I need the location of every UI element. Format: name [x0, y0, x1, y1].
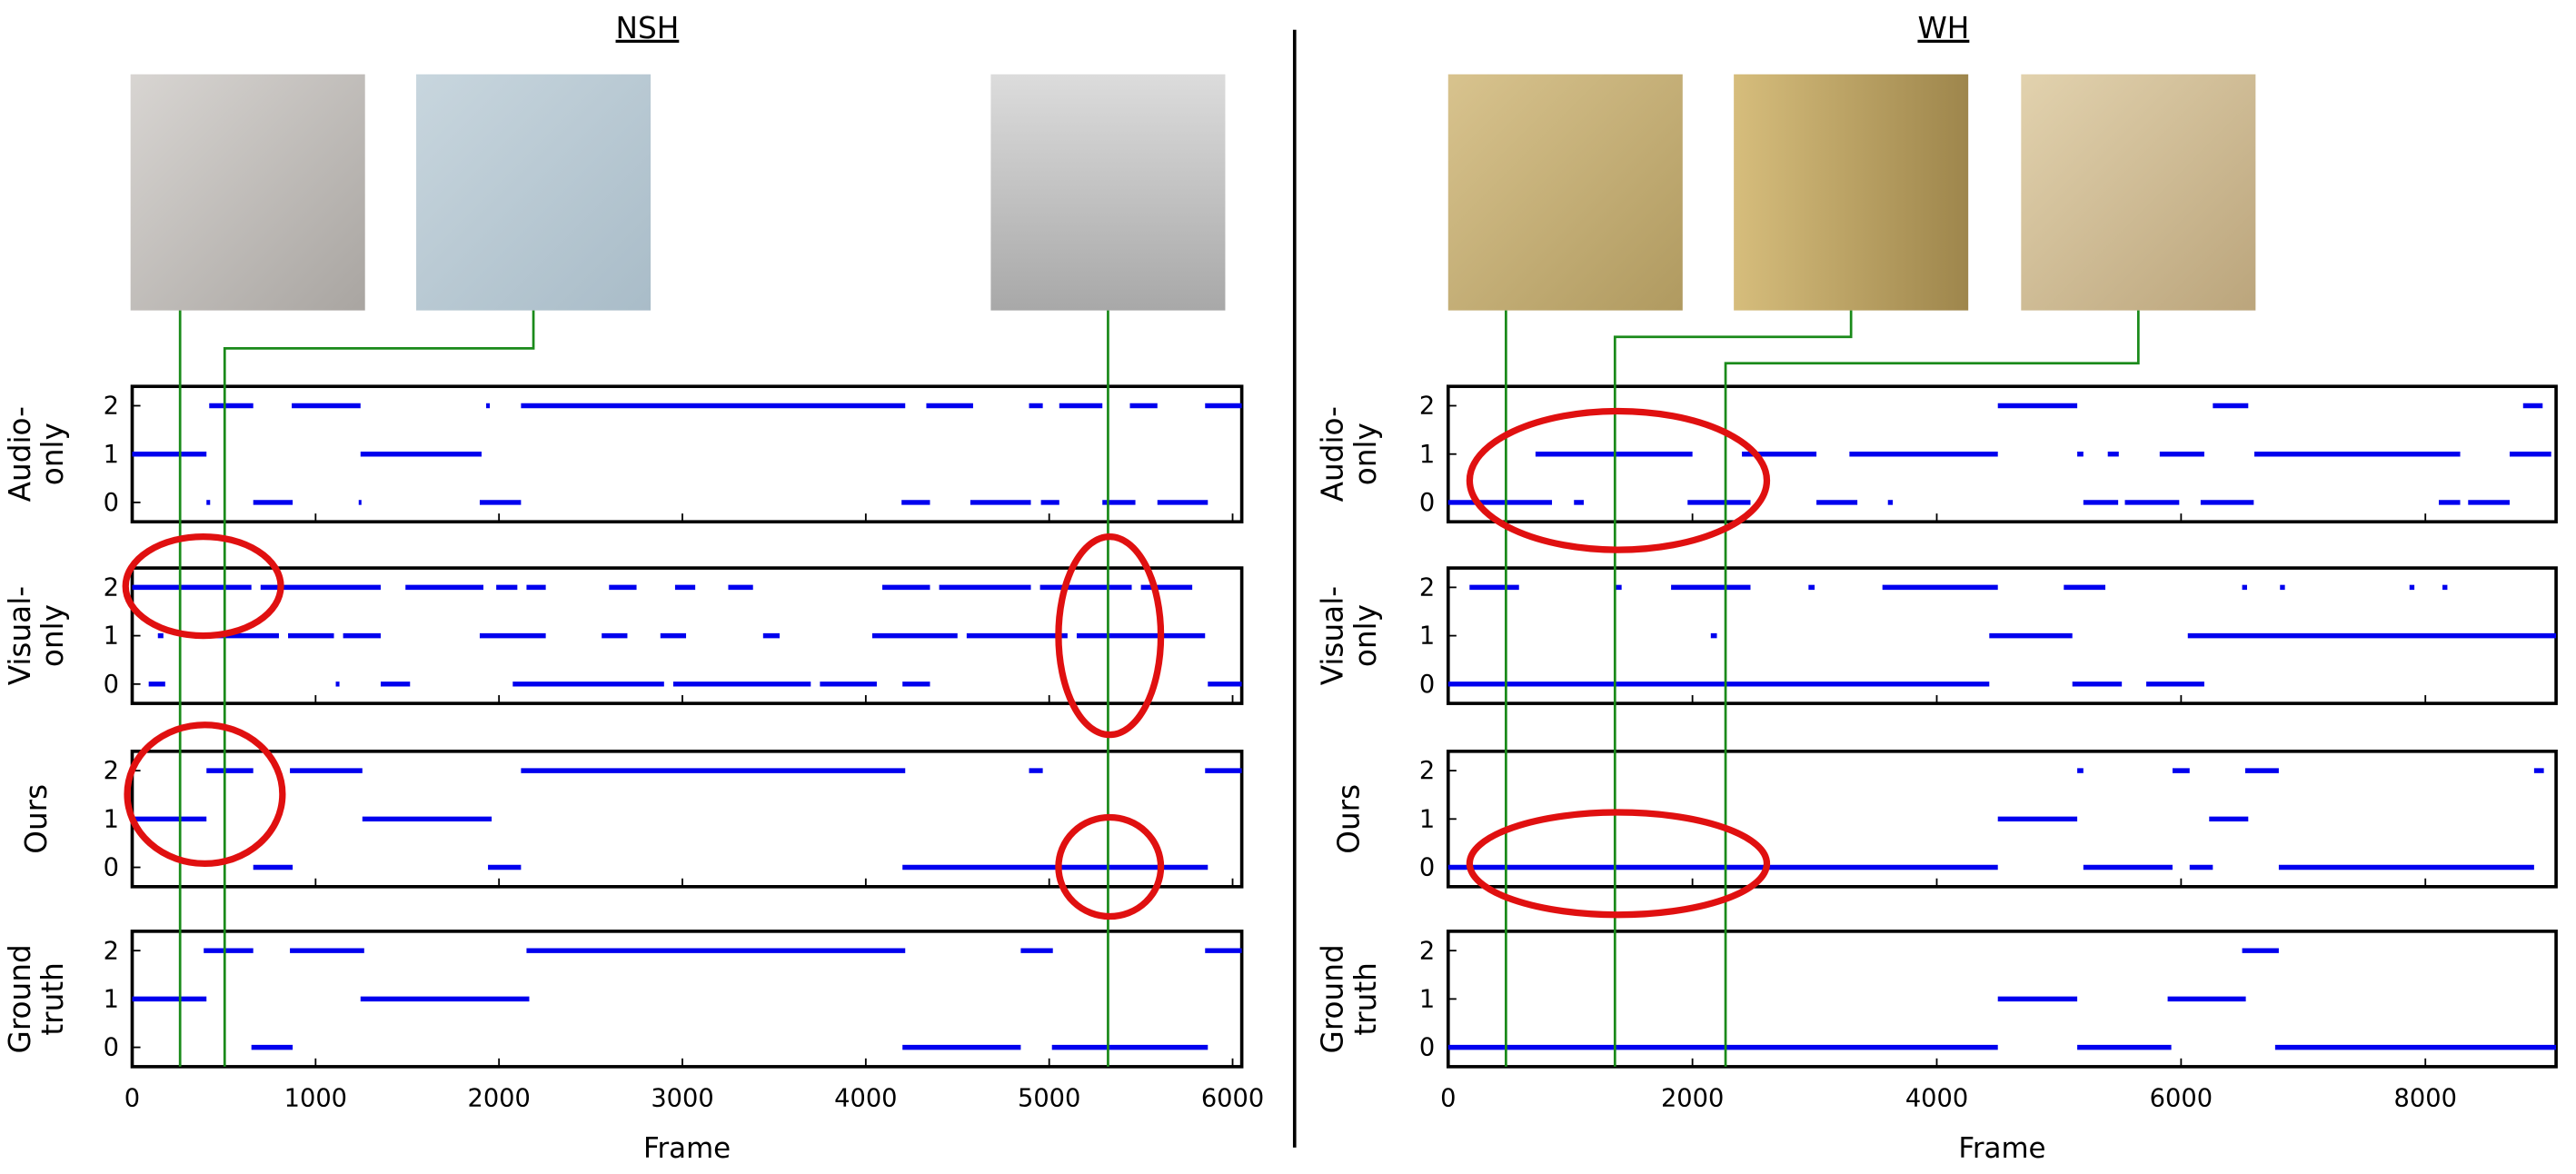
- y-axis-label: Ours: [19, 784, 54, 854]
- y-axis-label: Visual-only: [1315, 586, 1382, 685]
- x-tick-label: 8000: [2394, 1084, 2457, 1112]
- link: [1613, 310, 1853, 1067]
- x-tick-label: 0: [124, 1084, 140, 1112]
- x-tick-label: 2000: [467, 1084, 530, 1112]
- subplot: 0 1 2 0 2000 4000 6000 8000 Groundtruth: [1315, 930, 2558, 1112]
- y-tick-label: 1: [1419, 805, 1435, 833]
- panel-title: NSH: [616, 11, 680, 45]
- x-axis-label: Frame: [643, 1132, 731, 1165]
- y-tick-label: 2: [1419, 393, 1435, 421]
- y-tick-label: 0: [1419, 671, 1435, 699]
- y-tick-label: 1: [104, 805, 119, 833]
- y-axis-label: Audio-only: [3, 406, 70, 502]
- link: [223, 310, 535, 1067]
- subplot: 0 1 2 Visual-only: [1315, 566, 2558, 705]
- y-tick-label: 0: [1419, 854, 1435, 882]
- y-tick-label: 2: [1419, 937, 1435, 965]
- y-tick-label: 1: [1419, 622, 1435, 651]
- y-axis-label-line: Ground: [3, 944, 37, 1053]
- y-axis-label-line: Audio-: [1315, 406, 1349, 502]
- thumbnail: [990, 74, 1226, 311]
- y-axis-label-line: only: [35, 423, 70, 485]
- link: [1724, 310, 2140, 1067]
- y-axis-label: Ours: [1332, 784, 1367, 854]
- highlight: [1055, 532, 1165, 739]
- thumbnail: [1447, 74, 1683, 311]
- y-axis-label-line: truth: [35, 962, 70, 1036]
- x-tick-label: 1000: [284, 1084, 347, 1112]
- y-axis-label-line: Visual-: [1315, 586, 1349, 685]
- y-tick-label: 1: [1419, 985, 1435, 1013]
- panel-title: WH: [1917, 11, 1969, 45]
- y-axis-label: Audio-only: [1315, 406, 1382, 502]
- y-axis-label: Visual-only: [3, 586, 70, 685]
- x-tick-label: 6000: [1201, 1084, 1264, 1112]
- subplot: 0 1 2 Visual-only: [3, 566, 1244, 705]
- y-tick-label: 1: [1419, 441, 1435, 469]
- y-tick-label: 1: [104, 985, 119, 1013]
- thumbnail: [2021, 74, 2256, 311]
- y-axis-label: Groundtruth: [3, 944, 70, 1053]
- x-tick-label: 3000: [651, 1084, 713, 1112]
- y-tick-label: 2: [104, 573, 119, 602]
- highlight: [124, 721, 286, 868]
- thumbnail: [130, 74, 365, 311]
- y-axis-label-line: Audio-: [3, 406, 37, 502]
- highlight: [122, 532, 284, 640]
- y-axis-label-line: Ours: [1332, 784, 1367, 854]
- y-axis-label-line: only: [1348, 604, 1383, 667]
- y-tick-label: 2: [1419, 573, 1435, 602]
- y-tick-label: 2: [1419, 757, 1435, 785]
- thumbnail: [416, 74, 651, 311]
- highlight: [1055, 813, 1165, 920]
- highlights: [122, 407, 1771, 920]
- y-tick-label: 2: [104, 937, 119, 965]
- y-tick-label: 0: [1419, 1034, 1435, 1062]
- x-axis-label: Frame: [1958, 1132, 2045, 1165]
- y-tick-label: 0: [104, 1034, 119, 1062]
- x-tick-label: 0: [1440, 1084, 1456, 1112]
- x-tick-label: 4000: [1905, 1084, 1968, 1112]
- thumbnails: [130, 74, 2256, 311]
- y-tick-label: 0: [1419, 489, 1435, 517]
- x-tick-label: 6000: [2150, 1084, 2213, 1112]
- subplot: 0 1 2 0 1000 2000 3000 4000 5000 6000 Groundtruth: [3, 930, 1264, 1112]
- y-axis-label-line: Ground: [1315, 944, 1349, 1053]
- y-tick-label: 2: [104, 393, 119, 421]
- y-axis-label: Groundtruth: [1315, 944, 1382, 1053]
- y-tick-label: 0: [104, 671, 119, 699]
- subplot: 0 1 2 Audio-only: [3, 384, 1244, 524]
- subplot: 0 1 2 Audio-only: [1315, 384, 2558, 524]
- subplot: 0 1 2 Ours: [1332, 749, 2558, 889]
- y-axis-label-line: only: [35, 604, 70, 667]
- x-tick-label: 4000: [834, 1084, 897, 1112]
- y-tick-label: 0: [104, 854, 119, 882]
- thumbnail: [1734, 74, 1969, 311]
- y-axis-label-line: only: [1348, 423, 1383, 485]
- y-tick-label: 0: [104, 489, 119, 517]
- x-tick-label: 2000: [1661, 1084, 1724, 1112]
- y-tick-label: 1: [104, 441, 119, 469]
- y-axis-label-line: truth: [1348, 962, 1383, 1036]
- y-axis-label-line: Ours: [19, 784, 54, 854]
- frame-links: [178, 310, 2140, 1067]
- y-axis-label-line: Visual-: [3, 586, 37, 685]
- y-tick-label: 1: [104, 622, 119, 651]
- highlight: [1466, 809, 1771, 919]
- highlight: [1466, 407, 1771, 553]
- y-tick-label: 2: [104, 757, 119, 785]
- plots: NSH Frame 0 1 2 Audio-only 0 1 2 Visual-only 0 1 2 Ou…: [3, 11, 2558, 1165]
- x-tick-label: 5000: [1018, 1084, 1080, 1112]
